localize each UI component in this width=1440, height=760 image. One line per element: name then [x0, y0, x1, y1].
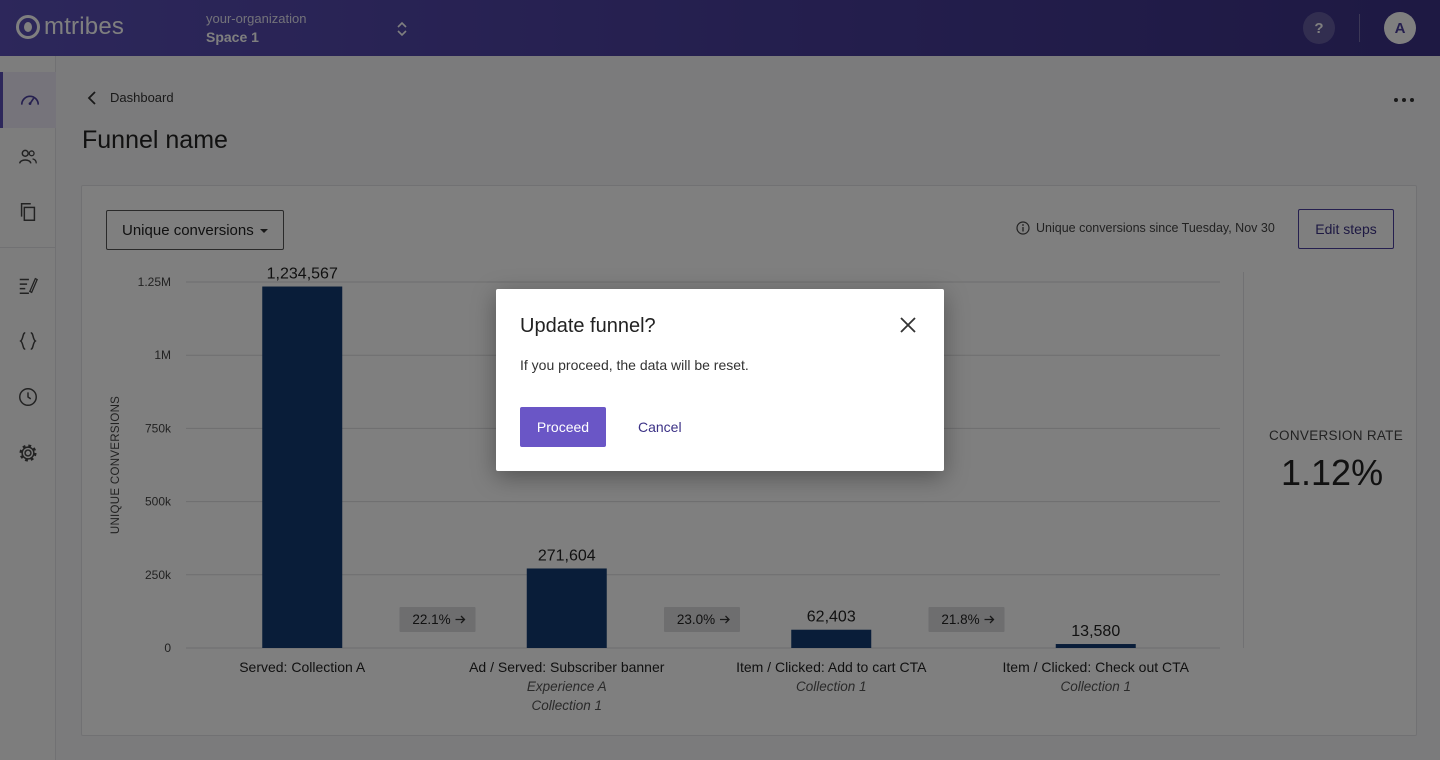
close-icon[interactable] [898, 315, 918, 335]
dialog-message: If you proceed, the data will be reset. [520, 357, 749, 373]
update-funnel-dialog: Update funnel? If you proceed, the data … [496, 289, 944, 471]
dialog-title: Update funnel? [520, 315, 656, 337]
proceed-button[interactable]: Proceed [520, 407, 606, 447]
cancel-button[interactable]: Cancel [638, 419, 682, 435]
